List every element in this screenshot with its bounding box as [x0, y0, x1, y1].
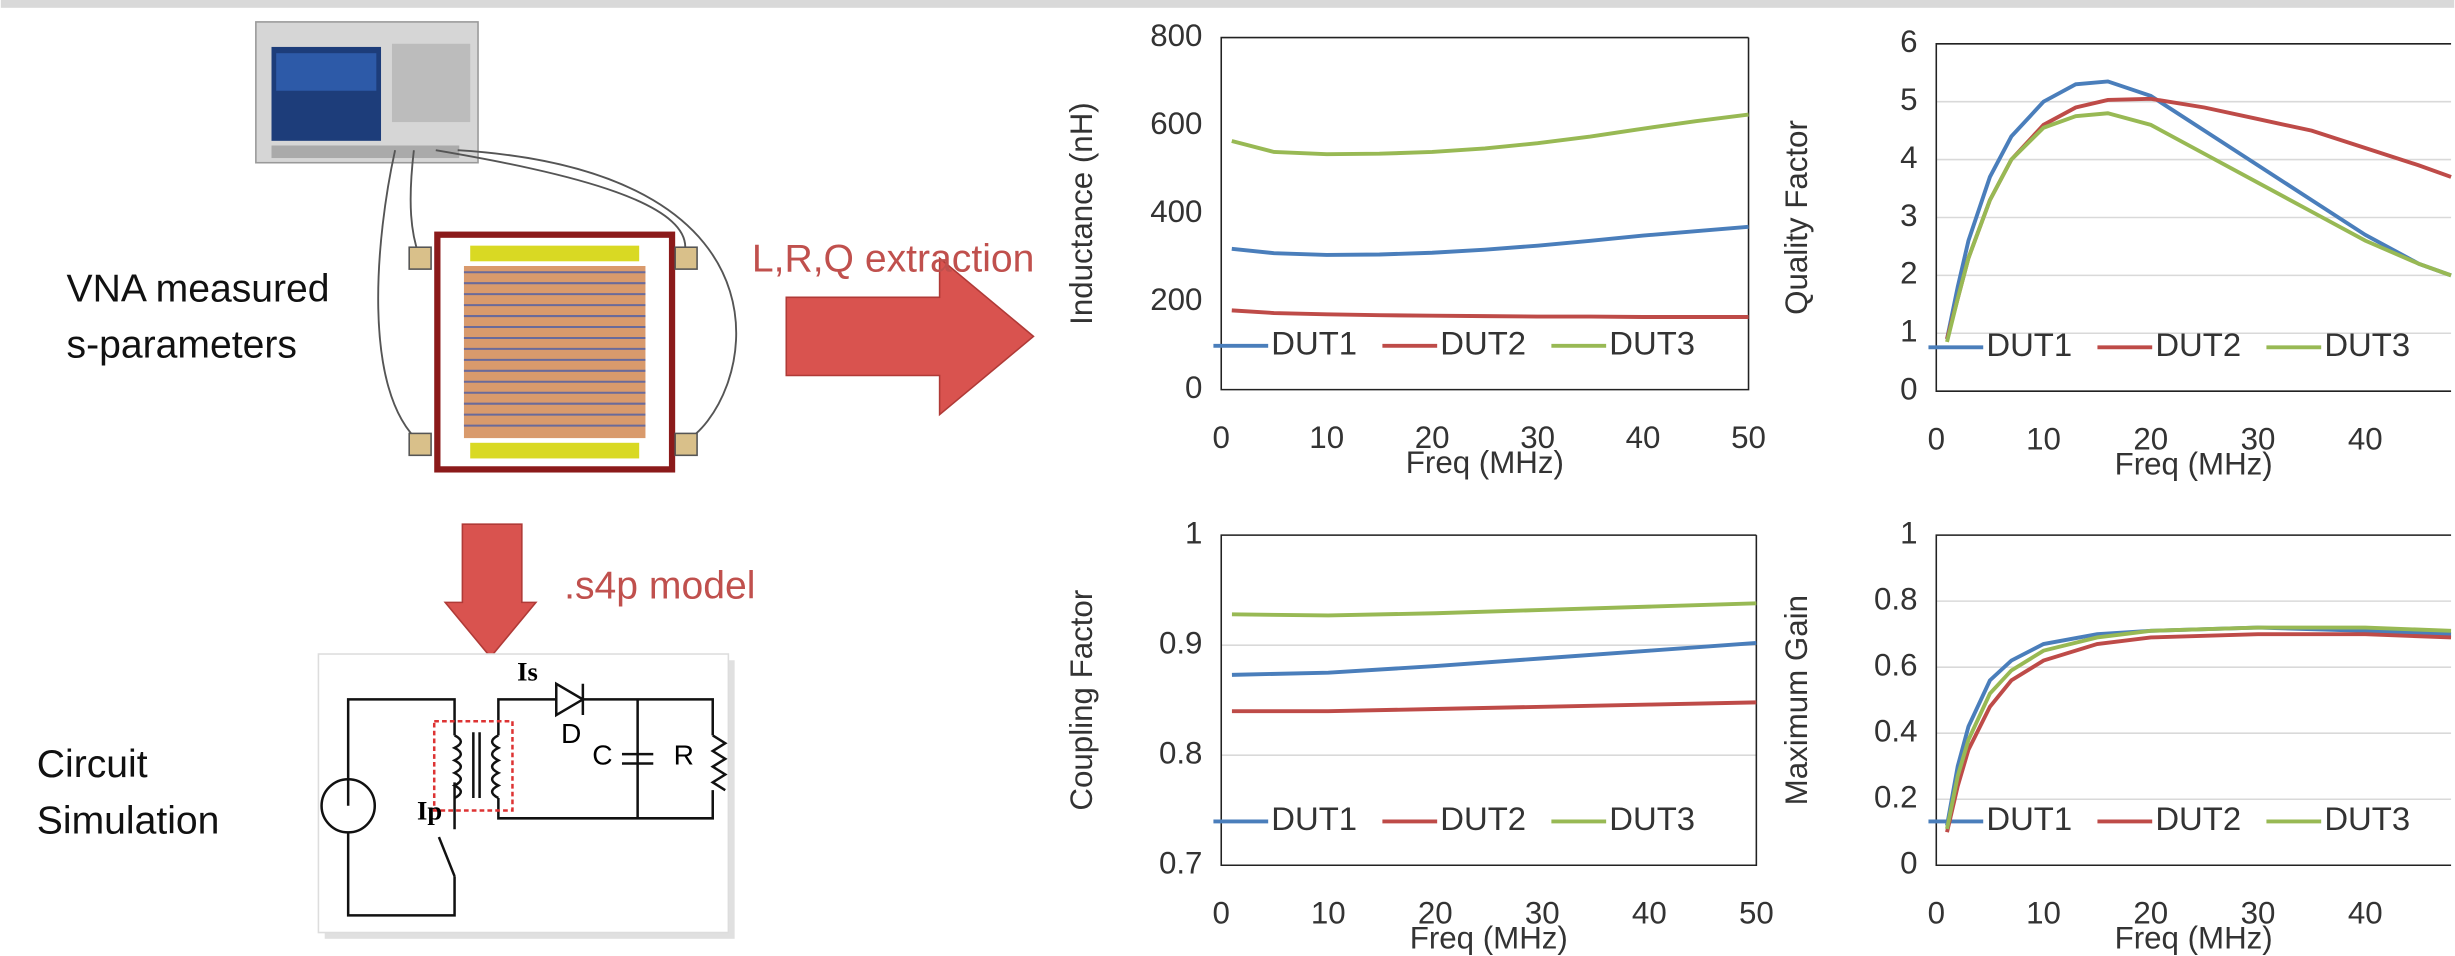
top-bar: [0, 0, 2455, 8]
plot-frame: [1935, 534, 2452, 867]
data-line: [1945, 111, 2452, 343]
x-tick-label: 10: [2026, 421, 2061, 456]
legend-label: DUT1: [1986, 800, 2072, 837]
y-tick-label: 0.8: [1874, 581, 1917, 616]
y-tick-label: 3: [1900, 198, 1917, 233]
y-tick-label: 0: [1900, 371, 1917, 406]
y-tick-label: 0: [1900, 846, 1917, 881]
x-tick-label: 20: [2133, 896, 2168, 931]
y-tick-label: 6: [1900, 24, 1917, 59]
circuit: Is D C R Ip: [317, 653, 735, 939]
legend-label: DUT2: [1440, 324, 1526, 361]
x-tick-label: 30: [1525, 896, 1560, 931]
simulation-label: Circuit: [37, 743, 148, 786]
x-tick-label: 0: [1213, 896, 1230, 931]
x-tick-label: 20: [1415, 420, 1450, 455]
arrow-right: [785, 256, 1035, 417]
arrow-down: [443, 523, 538, 659]
legend-label: DUT3: [2324, 800, 2410, 837]
legend-label: DUT1: [1271, 800, 1357, 837]
simulation-label: Simulation: [37, 799, 220, 842]
vna-label: s-parameters: [67, 324, 297, 367]
y-tick-label: 400: [1150, 194, 1202, 229]
y-tick-label: 0.6: [1874, 647, 1917, 682]
y-axis-label: Inductance (nH): [1064, 102, 1099, 325]
y-tick-label: 800: [1150, 18, 1202, 53]
data-line: [1945, 79, 2452, 340]
legend-label: DUT3: [2324, 326, 2410, 363]
y-tick-label: 1: [1185, 515, 1202, 550]
vna-label: VNA measured: [67, 267, 330, 310]
y-tick-label: 1: [1900, 314, 1917, 349]
plot-frame: [1220, 534, 1758, 867]
vna-instrument: [255, 21, 479, 164]
legend-label: DUT3: [1609, 800, 1695, 837]
y-tick-label: 4: [1900, 140, 1917, 175]
circuit-label: Is: [517, 656, 538, 686]
circuit-label: Ip: [417, 796, 442, 826]
y-tick-label: 200: [1150, 282, 1202, 317]
y-tick-label: 5: [1900, 82, 1917, 117]
y-tick-label: 0.4: [1874, 713, 1917, 748]
legend-label: DUT2: [2155, 800, 2241, 837]
x-tick-label: 50: [1739, 896, 1774, 931]
x-tick-label: 0: [1213, 420, 1230, 455]
legend-label: DUT2: [2155, 326, 2241, 363]
legend-label: DUT3: [1609, 324, 1695, 361]
x-tick-label: 10: [1311, 896, 1346, 931]
x-tick-label: 40: [1632, 896, 1667, 931]
plot-frame: [1935, 43, 2452, 392]
x-tick-label: 0: [1928, 896, 1945, 931]
y-tick-label: 1: [1900, 515, 1917, 550]
x-tick-label: 20: [1418, 896, 1453, 931]
data-line: [1231, 224, 1749, 257]
y-tick-label: 0: [1185, 370, 1202, 405]
x-tick-label: 10: [2026, 896, 2061, 931]
circuit-label: R: [674, 740, 694, 771]
x-tick-label: 10: [1309, 420, 1344, 455]
data-line: [1231, 700, 1757, 714]
x-tick-label: 40: [1626, 420, 1661, 455]
y-tick-label: 0.2: [1874, 779, 1917, 814]
x-tick-label: 30: [1520, 420, 1555, 455]
circuit-label: C: [592, 740, 612, 771]
x-axis-label: Freq (MHz): [2115, 447, 2273, 482]
legend-label: DUT1: [1986, 326, 2072, 363]
y-tick-label: 0.9: [1159, 625, 1202, 660]
cables: [377, 149, 738, 444]
y-tick-label: 0.7: [1159, 846, 1202, 881]
x-tick-label: 30: [2241, 896, 2276, 931]
x-tick-label: 50: [1731, 420, 1766, 455]
data-line: [1945, 632, 2452, 833]
x-tick-label: 20: [2133, 421, 2168, 456]
x-axis-label: Freq (MHz): [1406, 445, 1564, 480]
data-line: [1945, 625, 2452, 830]
data-line: [1231, 601, 1757, 618]
circuit-label: D: [561, 718, 581, 749]
x-axis-label: Freq (MHz): [2115, 921, 2273, 956]
y-tick-label: 600: [1150, 106, 1202, 141]
x-tick-label: 30: [2241, 421, 2276, 456]
y-tick-label: 2: [1900, 256, 1917, 291]
y-axis-label: Quality Factor: [1779, 120, 1814, 315]
y-axis-label: Maximum Gain: [1779, 595, 1814, 805]
data-line: [1231, 641, 1757, 677]
legend-label: DUT1: [1271, 324, 1357, 361]
plot-frame: [1220, 36, 1750, 391]
y-tick-label: 0.8: [1159, 735, 1202, 770]
y-axis-label: Coupling Factor: [1064, 590, 1099, 811]
extraction-label: L,R,Q extraction: [752, 238, 1035, 281]
x-tick-label: 40: [2348, 896, 2383, 931]
x-tick-label: 40: [2348, 421, 2383, 456]
legend-label: DUT2: [1440, 800, 1526, 837]
x-axis-label: Freq (MHz): [1410, 921, 1568, 956]
x-tick-label: 0: [1928, 421, 1945, 456]
data-line: [1231, 308, 1749, 319]
model-label: .s4p model: [564, 565, 755, 608]
data-line: [1231, 112, 1749, 157]
coil-board: [408, 231, 698, 473]
